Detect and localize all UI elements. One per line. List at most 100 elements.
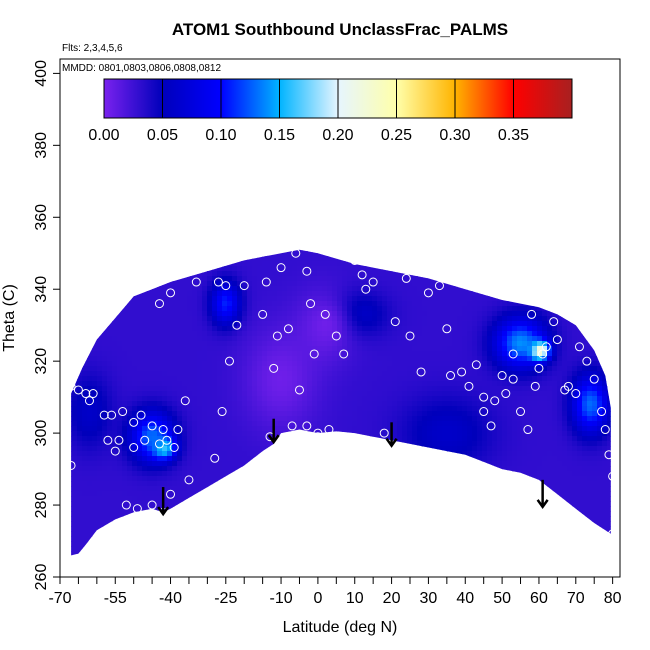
heatmap-cell: [177, 311, 183, 317]
heatmap-cell: [142, 351, 148, 357]
heatmap-cell: [362, 396, 368, 402]
heatmap-cell: [197, 301, 203, 307]
heatmap-cell: [297, 381, 303, 387]
heatmap-cell: [302, 406, 308, 412]
heatmap-cell: [87, 356, 93, 362]
heatmap-cell: [422, 426, 428, 432]
heatmap-cell: [122, 316, 128, 322]
heatmap-cell: [107, 426, 113, 432]
heatmap-cell: [262, 256, 268, 262]
heatmap-cell: [262, 326, 268, 332]
heatmap-cell: [292, 301, 298, 307]
heatmap-cell: [337, 396, 343, 402]
heatmap-cell: [172, 331, 178, 337]
heatmap-cell: [71, 461, 73, 467]
heatmap-cell: [87, 401, 93, 407]
heatmap-cell: [92, 356, 98, 362]
heatmap-cell: [212, 276, 218, 282]
heatmap-cell: [452, 391, 458, 397]
heatmap-cell: [432, 281, 438, 287]
heatmap-cell: [297, 406, 303, 412]
heatmap-cell: [172, 466, 178, 472]
heatmap-cell: [132, 306, 138, 312]
heatmap-cell: [272, 266, 278, 272]
heatmap-cell: [127, 346, 133, 352]
heatmap-cell: [82, 501, 88, 507]
heatmap-cell: [112, 351, 118, 357]
heatmap-cell: [257, 401, 263, 407]
heatmap-cell: [387, 401, 393, 407]
heatmap-cell: [382, 406, 388, 412]
heatmap-cell: [367, 421, 373, 427]
heatmap-cell: [262, 296, 268, 302]
heatmap-cell: [412, 281, 418, 287]
heatmap-cell: [442, 396, 448, 402]
heatmap-cell: [217, 431, 223, 437]
heatmap-cell: [457, 381, 463, 387]
heatmap-cell: [352, 291, 358, 297]
heatmap-cell: [457, 426, 463, 432]
heatmap-cell: [142, 391, 148, 397]
heatmap-cell: [377, 321, 383, 327]
heatmap-cell: [167, 361, 173, 367]
heatmap-cell: [237, 446, 243, 452]
heatmap-cell: [337, 356, 343, 362]
heatmap-cell: [357, 316, 363, 322]
heatmap-cell: [217, 271, 223, 277]
heatmap-cell: [152, 476, 158, 482]
heatmap-cell: [307, 256, 313, 262]
heatmap-cell: [407, 356, 413, 362]
heatmap-cell: [432, 341, 438, 347]
heatmap-cell: [302, 316, 308, 322]
heatmap-cell: [317, 306, 323, 312]
heatmap-cell: [127, 451, 133, 457]
heatmap-cell: [262, 306, 268, 312]
heatmap-cell: [112, 461, 118, 467]
heatmap-cell: [392, 431, 398, 437]
heatmap-cell: [187, 366, 193, 372]
heatmap-cell: [122, 341, 128, 347]
heatmap-cell: [357, 336, 363, 342]
heatmap-cell: [277, 311, 283, 317]
heatmap-cell: [197, 291, 203, 297]
heatmap-cell: [107, 381, 113, 387]
heatmap-cell: [227, 346, 233, 352]
heatmap-cell: [387, 336, 393, 342]
heatmap-cell: [132, 346, 138, 352]
heatmap-cell: [277, 346, 283, 352]
heatmap-cell: [357, 396, 363, 402]
heatmap-cell: [402, 436, 408, 442]
heatmap-cell: [292, 351, 298, 357]
heatmap-cell: [257, 431, 263, 437]
heatmap-cell: [177, 411, 183, 417]
heatmap-cell: [122, 361, 128, 367]
heatmap-cell: [307, 341, 313, 347]
heatmap-cell: [97, 511, 103, 517]
heatmap-cell: [382, 416, 388, 422]
heatmap-cell: [102, 351, 108, 357]
heatmap-cell: [297, 371, 303, 377]
heatmap-cell: [317, 341, 323, 347]
heatmap-cell: [157, 301, 163, 307]
heatmap-cell: [302, 356, 308, 362]
heatmap-cell: [247, 341, 253, 347]
heatmap-cell: [352, 276, 358, 282]
heatmap-cell: [117, 311, 123, 317]
heatmap-cell: [197, 476, 203, 482]
heatmap-cell: [152, 371, 158, 377]
heatmap-cell: [277, 271, 283, 277]
heatmap-cell: [447, 296, 453, 302]
heatmap-cell: [147, 291, 153, 297]
heatmap-cell: [292, 331, 298, 337]
heatmap-cell: [82, 451, 88, 457]
heatmap-cell: [302, 281, 308, 287]
heatmap-cell: [92, 446, 98, 452]
heatmap-cell: [417, 326, 423, 332]
heatmap-cell: [97, 521, 103, 527]
heatmap-cell: [457, 446, 463, 452]
heatmap-cell: [292, 371, 298, 377]
heatmap-cell: [362, 366, 368, 372]
heatmap-cell: [152, 441, 158, 447]
heatmap-cell: [167, 436, 173, 442]
heatmap-cell: [87, 411, 93, 417]
